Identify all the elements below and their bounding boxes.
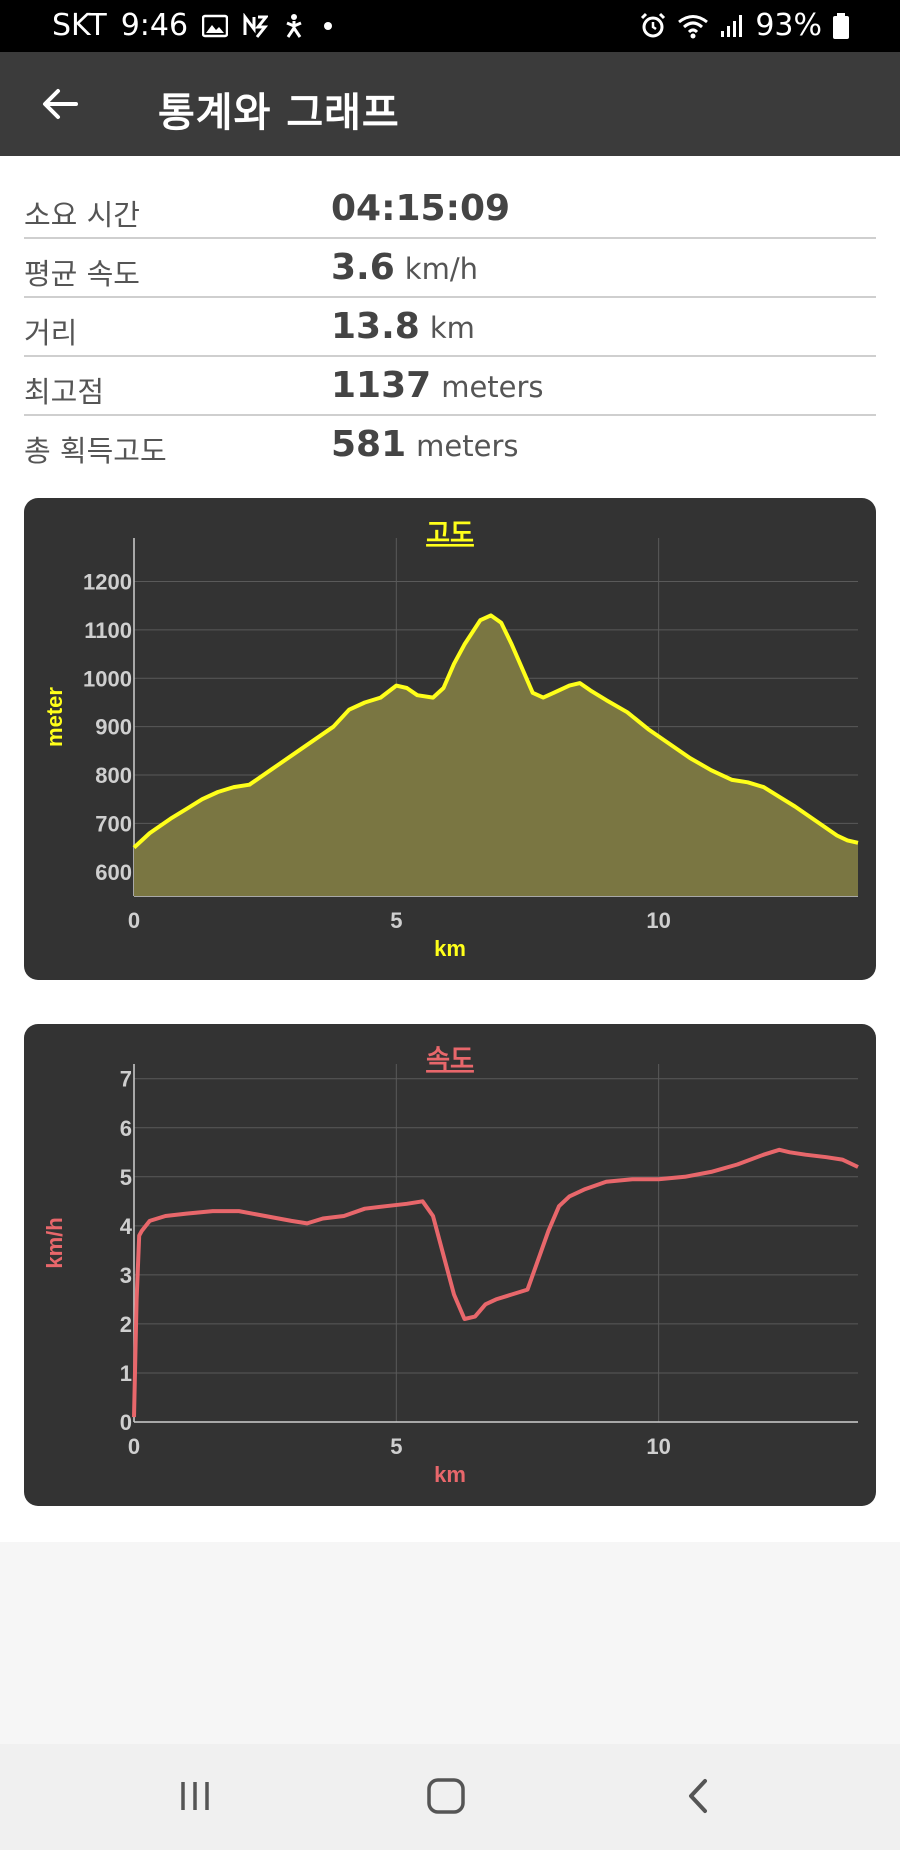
y-tick-label: 1100 <box>84 618 132 643</box>
y-tick-label: 7 <box>120 1067 132 1092</box>
y-tick-label: 6 <box>120 1116 132 1141</box>
stats-table: 소요 시간 04:15:09 평균 속도 3.6 km/h 거리 13.8 km 최… <box>24 180 876 475</box>
x-tick-label: 10 <box>646 1434 670 1459</box>
y-tick-label: 900 <box>95 715 132 740</box>
stat-label: 총 획득고도 <box>24 434 167 468</box>
altitude-chart-svg: 0 5 10 600 700 800 900 1000 1100 1200 고도 km meter <box>42 519 859 961</box>
nfc-icon <box>242 12 269 39</box>
status-left: SKT 9:46 <box>52 8 336 43</box>
y-tick-label: 600 <box>95 860 132 885</box>
y-tick-label: 700 <box>95 811 132 836</box>
app-bar: 통계와 그래프 <box>0 52 900 156</box>
home-icon <box>427 1778 465 1814</box>
x-tick-label: 10 <box>646 908 670 933</box>
stat-unit: km <box>429 311 475 345</box>
signal-icon <box>719 13 745 39</box>
stat-number: 3.6 <box>331 247 395 288</box>
y-tick-label: 5 <box>120 1165 132 1190</box>
stat-value: 13.8 km <box>331 306 475 347</box>
stats-content: 소요 시간 04:15:09 평균 속도 3.6 km/h 거리 13.8 km 최… <box>0 156 900 1542</box>
nav-back-button[interactable] <box>659 1766 739 1826</box>
stat-label: 평균 속도 <box>24 257 140 291</box>
stat-row-avg-speed: 평균 속도 3.6 km/h <box>24 239 876 298</box>
carrier-label: SKT <box>52 8 107 43</box>
y-axis-label: km/h <box>42 1217 67 1268</box>
stat-label: 거리 <box>24 316 78 350</box>
alarm-icon <box>639 12 667 40</box>
back-button[interactable] <box>30 74 90 134</box>
stat-number: 1137 <box>331 365 432 406</box>
stat-label: 소요 시간 <box>24 198 140 232</box>
series-line <box>132 613 859 850</box>
stat-row-elevation-gain: 총 획득고도 581 meters <box>24 416 876 475</box>
page-title: 통계와 그래프 <box>158 90 400 136</box>
gallery-icon <box>202 14 229 38</box>
accessibility-icon <box>282 13 306 39</box>
battery-icon <box>832 12 850 40</box>
stat-value: 04:15:09 <box>331 188 520 229</box>
x-tick-label: 0 <box>128 1434 140 1459</box>
stat-unit: meters <box>416 429 519 463</box>
speed-chart[interactable]: 0 5 10 0 1 2 3 4 5 6 7 속도 km km/h <box>24 1024 876 1506</box>
home-button[interactable] <box>406 1766 486 1826</box>
x-tick-label: 5 <box>390 908 402 933</box>
series-line <box>132 1147 859 1418</box>
stat-value: 581 meters <box>331 424 519 465</box>
y-tick-label: 800 <box>95 763 132 788</box>
x-axis-label: km <box>434 936 466 961</box>
stat-number: 04:15:09 <box>331 188 511 229</box>
x-tick-label: 0 <box>128 908 140 933</box>
stat-number: 581 <box>331 424 407 465</box>
recent-apps-icon <box>181 1782 209 1810</box>
y-axis-label: meter <box>42 687 67 747</box>
system-nav-bar <box>0 1744 900 1850</box>
speed-chart-svg: 0 5 10 0 1 2 3 4 5 6 7 속도 km km/h <box>42 1045 859 1487</box>
area-fill <box>134 615 858 896</box>
stat-unit: meters <box>441 370 544 404</box>
y-tick-label: 1000 <box>83 666 132 691</box>
y-tick-label: 4 <box>120 1214 133 1239</box>
stat-row-distance: 거리 13.8 km <box>24 298 876 357</box>
y-tick-label: 1200 <box>83 570 132 595</box>
y-tick-label: 0 <box>120 1410 132 1435</box>
dot-icon <box>320 18 336 34</box>
arrow-left-icon <box>43 89 78 119</box>
chart-title: 고도 <box>426 519 474 549</box>
y-tick-label: 3 <box>120 1263 132 1288</box>
wifi-icon <box>677 13 709 39</box>
stat-value: 1137 meters <box>331 365 544 406</box>
stat-number: 13.8 <box>331 306 420 347</box>
stat-label: 최고점 <box>24 375 105 409</box>
x-axis-label: km <box>434 1462 466 1487</box>
status-right: 93% <box>639 8 850 43</box>
stat-row-duration: 소요 시간 04:15:09 <box>24 180 876 239</box>
y-tick-label: 2 <box>120 1312 132 1337</box>
x-tick-label: 5 <box>390 1434 402 1459</box>
stat-unit: km/h <box>404 252 478 286</box>
stat-value: 3.6 km/h <box>331 247 478 288</box>
back-icon <box>689 1779 707 1813</box>
recent-apps-button[interactable] <box>155 1766 235 1826</box>
y-tick-label: 1 <box>120 1361 132 1386</box>
chart-title: 속도 <box>426 1045 474 1075</box>
status-bar: SKT 9:46 93% <box>0 0 900 52</box>
stat-row-max-altitude: 최고점 1137 meters <box>24 357 876 416</box>
battery-percent: 93% <box>755 8 822 43</box>
clock: 9:46 <box>120 8 189 43</box>
altitude-chart[interactable]: 0 5 10 600 700 800 900 1000 1100 1200 고도 km meter <box>24 498 876 980</box>
